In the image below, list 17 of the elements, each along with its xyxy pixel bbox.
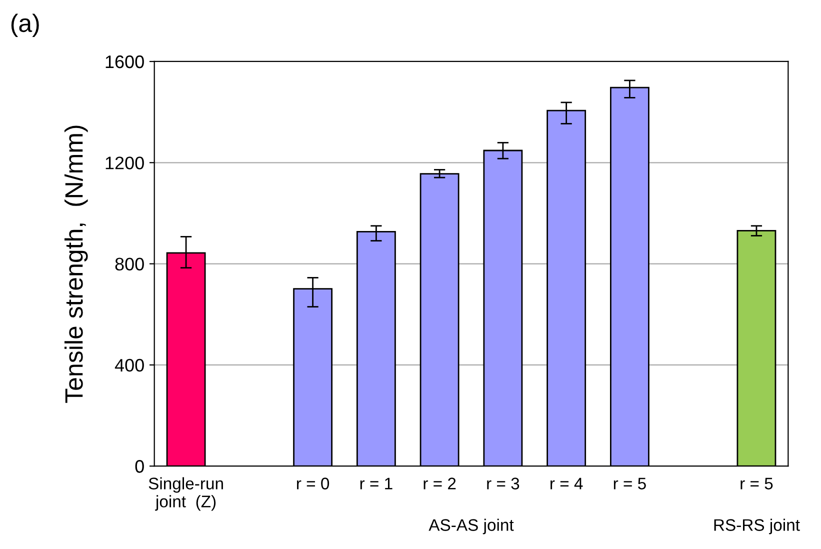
x-tick-label: r = 4 — [550, 478, 583, 490]
y-tick-label: 400 — [114, 358, 144, 372]
x-tick-label: r = 5 — [740, 478, 773, 490]
text: AS-AS joint — [428, 518, 514, 534]
x-tick-label: r = 2 — [424, 478, 456, 490]
x-tick-label: r = 1 — [360, 478, 392, 490]
y-tick-label: 800 — [115, 258, 144, 271]
y-tick-label: 0 — [135, 460, 144, 473]
x-tick-label: r = 3 — [487, 478, 520, 490]
y-tick-label: 1600 — [106, 55, 144, 68]
chart-title: (a) — [11, 14, 39, 38]
x-tick-label: Single-run joint (Z) — [148, 477, 223, 511]
y-tick-label: 1200 — [106, 156, 144, 170]
text: RS-RS joint — [714, 518, 800, 534]
x-tick-label: r = 5 — [614, 478, 646, 490]
x-tick-label: r = 0 — [297, 478, 330, 490]
y-axis-title: Tensile strength, (N/mm) — [64, 126, 88, 403]
